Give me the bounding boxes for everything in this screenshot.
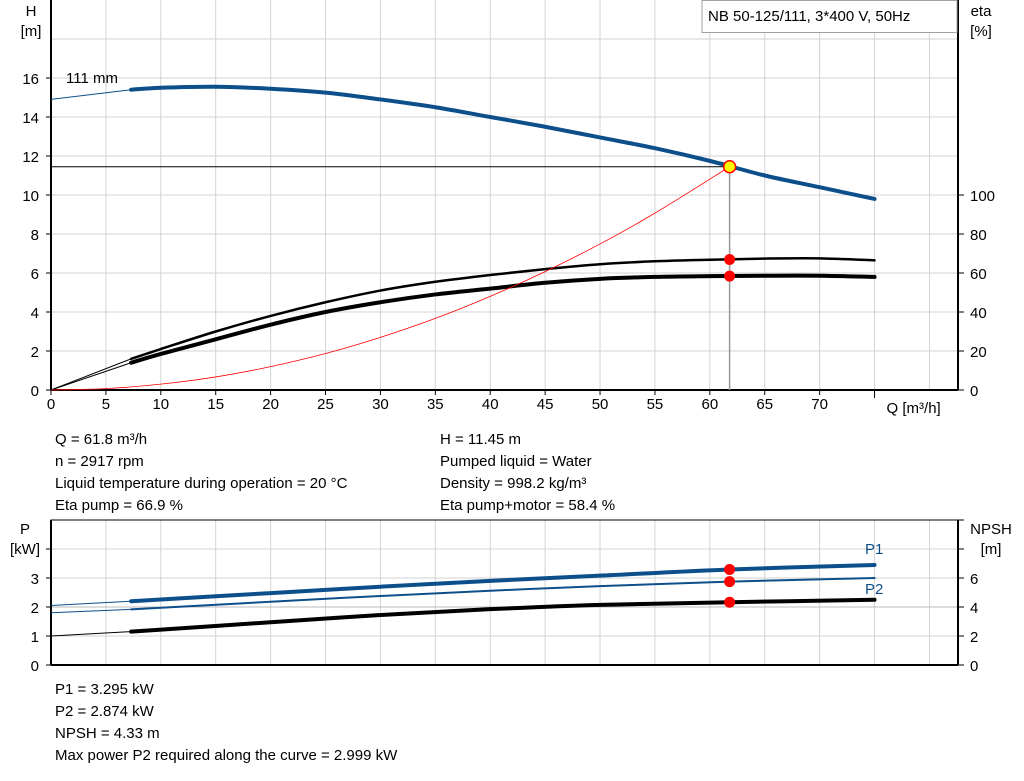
x-tick-label: 5 <box>102 396 110 413</box>
y-axis-title: [m] <box>21 23 42 40</box>
y-axis-title: P <box>20 521 30 538</box>
x-axis-label: Q [m³/h] <box>887 400 941 417</box>
y-right-axis-title: [m] <box>981 541 1002 558</box>
x-tick-label: 55 <box>647 396 664 413</box>
p1-marker <box>724 563 736 575</box>
p2-marker <box>724 576 736 588</box>
npsh-marker <box>724 596 736 608</box>
eta-pump-marker <box>724 254 736 266</box>
eta-pump-curve-extension <box>50 358 132 391</box>
y-tick-label: 4 <box>31 305 39 322</box>
plot-frame <box>50 519 959 666</box>
x-tick-label: 10 <box>152 396 169 413</box>
system-curve <box>50 166 730 391</box>
y-right-tick-label: 40 <box>970 305 987 322</box>
y-tick-label: 2 <box>31 344 39 361</box>
y-axis-title: H <box>26 3 37 20</box>
info-p1: P1 = 3.295 kW <box>55 681 154 698</box>
y-tick-label: 14 <box>22 110 39 127</box>
y-tick-label: 0 <box>31 383 39 400</box>
y-right-axis-title: NPSH <box>970 521 1012 538</box>
y-tick-label: 0 <box>31 658 39 675</box>
info-left: Q = 61.8 m³/h n = 2917 rpm Liquid temper… <box>55 429 347 517</box>
y-right-tick-label: 80 <box>970 227 987 244</box>
npsh-curve-extension <box>50 631 132 637</box>
y-right-tick-label: 0 <box>970 383 978 400</box>
y-right-tick-label: 100 <box>970 188 995 205</box>
p1-curve-extension <box>50 600 132 606</box>
x-tick-label: 65 <box>756 396 773 413</box>
y-right-tick-label: 6 <box>970 571 978 588</box>
p1-curve <box>129 562 877 604</box>
x-tick-label: 70 <box>811 396 828 413</box>
x-tick-label: 30 <box>372 396 389 413</box>
y-right-tick-label: 20 <box>970 344 987 361</box>
y-right-axis-title: eta <box>971 3 993 20</box>
chart-marks <box>50 84 877 637</box>
info-n: n = 2917 rpm <box>55 453 144 470</box>
y-tick-label: 3 <box>31 571 39 588</box>
x-tick-label: 45 <box>537 396 554 413</box>
x-tick-label: 0 <box>47 396 55 413</box>
info-eta-total: Eta pump+motor = 58.4 % <box>440 497 616 514</box>
x-tick-label: 20 <box>262 396 279 413</box>
y-tick-label: 8 <box>31 227 39 244</box>
p2-curve-extension <box>50 608 132 614</box>
p2-label: P2 <box>865 581 883 598</box>
impeller-diameter-label: 111 mm <box>66 70 118 87</box>
y-tick-label: 6 <box>31 266 39 283</box>
top-grid <box>50 0 959 391</box>
eta-pump-curve <box>129 256 876 361</box>
y-tick-label: 10 <box>22 188 39 205</box>
info-max-p2: Max power P2 required along the curve = … <box>55 747 398 764</box>
duty-point-marker <box>722 159 737 174</box>
y-right-tick-label: 4 <box>970 600 978 617</box>
x-tick-label: 35 <box>427 396 444 413</box>
y-right-axis-title: [%] <box>970 23 992 40</box>
info-density: Density = 998.2 kg/m³ <box>440 475 587 492</box>
info-liquid: Pumped liquid = Water <box>440 453 592 470</box>
x-tick-label: 60 <box>701 396 718 413</box>
legend-box: NB 50-125/111, 3*400 V, 50Hz <box>701 0 958 33</box>
bottom-grid <box>50 519 959 666</box>
npsh-curve <box>129 597 877 634</box>
info-p2: P2 = 2.874 kW <box>55 703 154 720</box>
p1-label: P1 <box>865 541 883 558</box>
x-tick-label: 15 <box>207 396 224 413</box>
y-right-tick-label: 60 <box>970 266 987 283</box>
y-axis-title: [kW] <box>10 541 40 558</box>
info-eta-pump: Eta pump = 66.9 % <box>55 497 183 514</box>
info-temp: Liquid temperature during operation = 20… <box>55 475 348 492</box>
y-tick-label: 12 <box>22 149 39 166</box>
x-tick-label: 40 <box>482 396 499 413</box>
y-tick-label: 2 <box>31 600 39 617</box>
y-right-tick-label: 2 <box>970 629 978 646</box>
y-tick-label: 1 <box>31 629 39 646</box>
info-bottom: P1 = 3.295 kW P2 = 2.874 kW NPSH = 4.33 … <box>55 679 397 767</box>
x-tick-label: 50 <box>592 396 609 413</box>
y-tick-label: 16 <box>22 71 39 88</box>
qh-curve-extension <box>50 89 132 100</box>
eta-pump-motor-marker <box>724 270 736 282</box>
x-tick-label: 25 <box>317 396 334 413</box>
eta-pump-motor-curve <box>129 273 877 365</box>
info-right: H = 11.45 m Pumped liquid = Water Densit… <box>440 429 615 517</box>
qh-curve <box>129 84 877 201</box>
y-right-tick-label: 0 <box>970 658 978 675</box>
eta-pump-motor-curve-extension <box>50 362 132 391</box>
info-q: Q = 61.8 m³/h <box>55 431 148 448</box>
chart-labels: 0 5 10 15 20 25 30 35 40 45 50 55 60 65 70 Q [m³/h]0246… <box>10 3 1012 675</box>
legend-box-text: NB 50-125/111, 3*400 V, 50Hz <box>708 8 910 25</box>
info-h: H = 11.45 m <box>440 431 522 448</box>
info-npsh: NPSH = 4.33 m <box>55 725 160 742</box>
